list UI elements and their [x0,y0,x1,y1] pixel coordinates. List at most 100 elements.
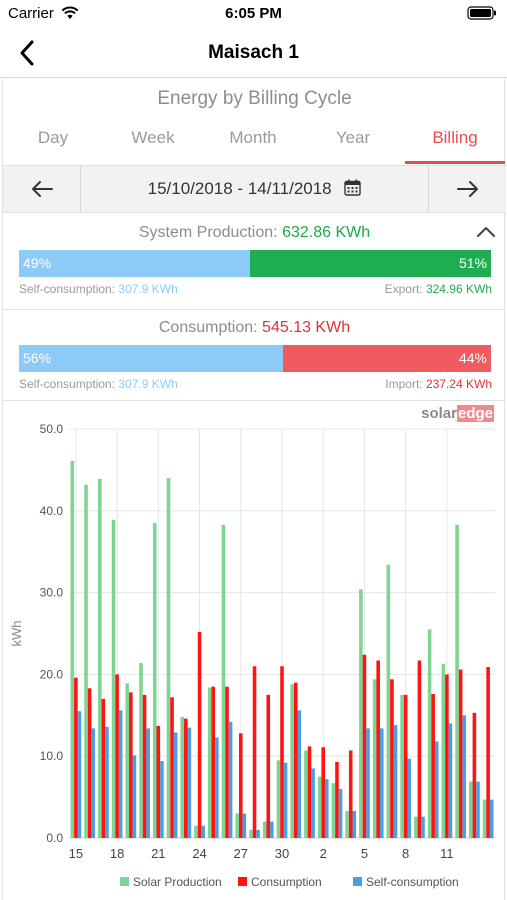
bar-consumption [431,694,435,838]
carrier-label: Carrier [8,5,54,22]
consumption-self-legend-value: 307.9 KWh [118,377,178,391]
bar-consumption [280,666,284,838]
bar-consumption [445,674,449,838]
bar-self-consumption [434,741,439,838]
bar-solar-production [345,811,349,838]
calendar-icon [344,179,362,201]
bar-solar-production [317,776,322,838]
energy-card: Energy by Billing Cycle Day Week Month Y… [2,79,506,900]
bar-consumption [458,669,463,838]
bar-consumption [142,694,147,838]
bar-self-consumption [462,715,467,838]
bar-consumption [403,694,408,838]
bar-solar-production [152,523,157,838]
status-bar: Carrier 6:05 PM [0,0,507,28]
production-summary: System Production: 632.86 KWh 49% 51% Se… [3,215,506,309]
bar-consumption [362,654,367,838]
bar-self-consumption [160,761,164,838]
bar-consumption [335,761,339,838]
bar-self-consumption [77,711,82,838]
bar-self-consumption [338,788,343,838]
consumption-label: Consumption: [158,319,258,336]
bar-solar-production [359,589,363,838]
y-axis-label: kWh [9,621,24,647]
bar-consumption [486,667,490,838]
consumption-title: Consumption: 545.13 KWh [3,319,506,337]
battery-icon [467,6,497,25]
bar-self-consumption [283,762,288,838]
bar-self-consumption [256,829,260,838]
bar-self-consumption [91,728,95,838]
legend-label: Self-consumption [366,875,459,889]
bar-solar-production [97,478,102,838]
y-tick-label: 10.0 [40,749,64,763]
divider [3,309,506,310]
x-tick-label: 11 [440,846,454,861]
bar-solar-production [180,716,185,838]
bar-self-consumption [311,768,315,838]
tab-day[interactable]: Day [37,128,69,147]
y-tick-label: 20.0 [40,667,64,681]
legend-swatch [353,877,362,886]
bar-self-consumption [201,825,205,838]
bar-solar-production [221,524,226,838]
bar-solar-production [386,564,391,838]
next-period-button[interactable] [428,166,506,212]
consumption-import-segment: 44% [283,345,491,372]
tab-week[interactable]: Week [131,128,175,147]
bar-consumption [74,677,78,838]
consumption-value: 545.13 KWh [262,319,351,336]
bar-self-consumption [407,758,412,838]
bar-self-consumption [132,755,137,838]
bar-consumption [225,686,229,838]
bar-self-consumption [489,799,494,838]
bar-consumption [293,682,298,838]
bar-solar-production [455,524,459,838]
collapse-button[interactable] [476,225,496,243]
bar-self-consumption [118,710,123,838]
bar-solar-production [166,478,171,838]
arrow-left-icon [31,181,53,197]
bar-self-consumption [366,728,370,838]
bar-solar-production [482,799,487,838]
bar-solar-production [111,519,116,838]
tab-month[interactable]: Month [229,128,277,147]
bar-self-consumption [393,725,398,838]
bar-consumption [266,694,271,838]
section-title: Energy by Billing Cycle [157,88,352,109]
bar-solar-production [262,821,267,838]
x-tick-label: 8 [402,846,409,861]
bar-self-consumption [228,721,233,838]
legend-label: Consumption [251,875,322,889]
bar-consumption [184,718,188,838]
chevron-up-icon [477,227,495,237]
consumption-split-bar: 56% 44% [19,345,491,372]
tab-billing[interactable]: Billing [432,128,478,147]
bar-solar-production [207,687,212,838]
production-self-segment: 49% [19,250,251,277]
production-export-segment: 51% [250,250,491,277]
production-self-legend: Self-consumption: 307.9 KWh [19,282,178,296]
bar-self-consumption [187,727,192,838]
production-label: System Production: [138,224,278,241]
status-time: 6:05 PM [225,5,282,22]
tab-year[interactable]: Year [335,128,371,147]
active-tab-indicator [405,161,505,164]
bar-self-consumption [476,781,480,838]
bar-self-consumption [270,821,274,838]
legend-swatch [120,877,129,886]
production-self-legend-label: Self-consumption: [19,282,116,296]
x-tick-label: 24 [192,846,206,861]
consumption-summary: Consumption: 545.13 KWh 56% 44% Self-con… [3,310,506,400]
back-button[interactable] [10,36,44,70]
date-range-picker[interactable]: 15/10/2018 - 14/11/2018 [81,179,428,201]
bar-solar-production [372,679,377,838]
x-tick-label: 2 [320,846,327,861]
bar-self-consumption [146,728,150,838]
bar-chart: 0.0 10.0 20.0 30.0 40.0 50.0 15 18 21 24 27 30 2 5 8 11… [9,422,495,889]
bar-consumption [472,712,477,838]
production-export-legend: Export: 324.96 KWh [385,282,492,296]
previous-period-button[interactable] [3,166,81,212]
arrow-right-icon [456,181,478,197]
date-range-label: 15/10/2018 - 14/11/2018 [147,179,332,198]
